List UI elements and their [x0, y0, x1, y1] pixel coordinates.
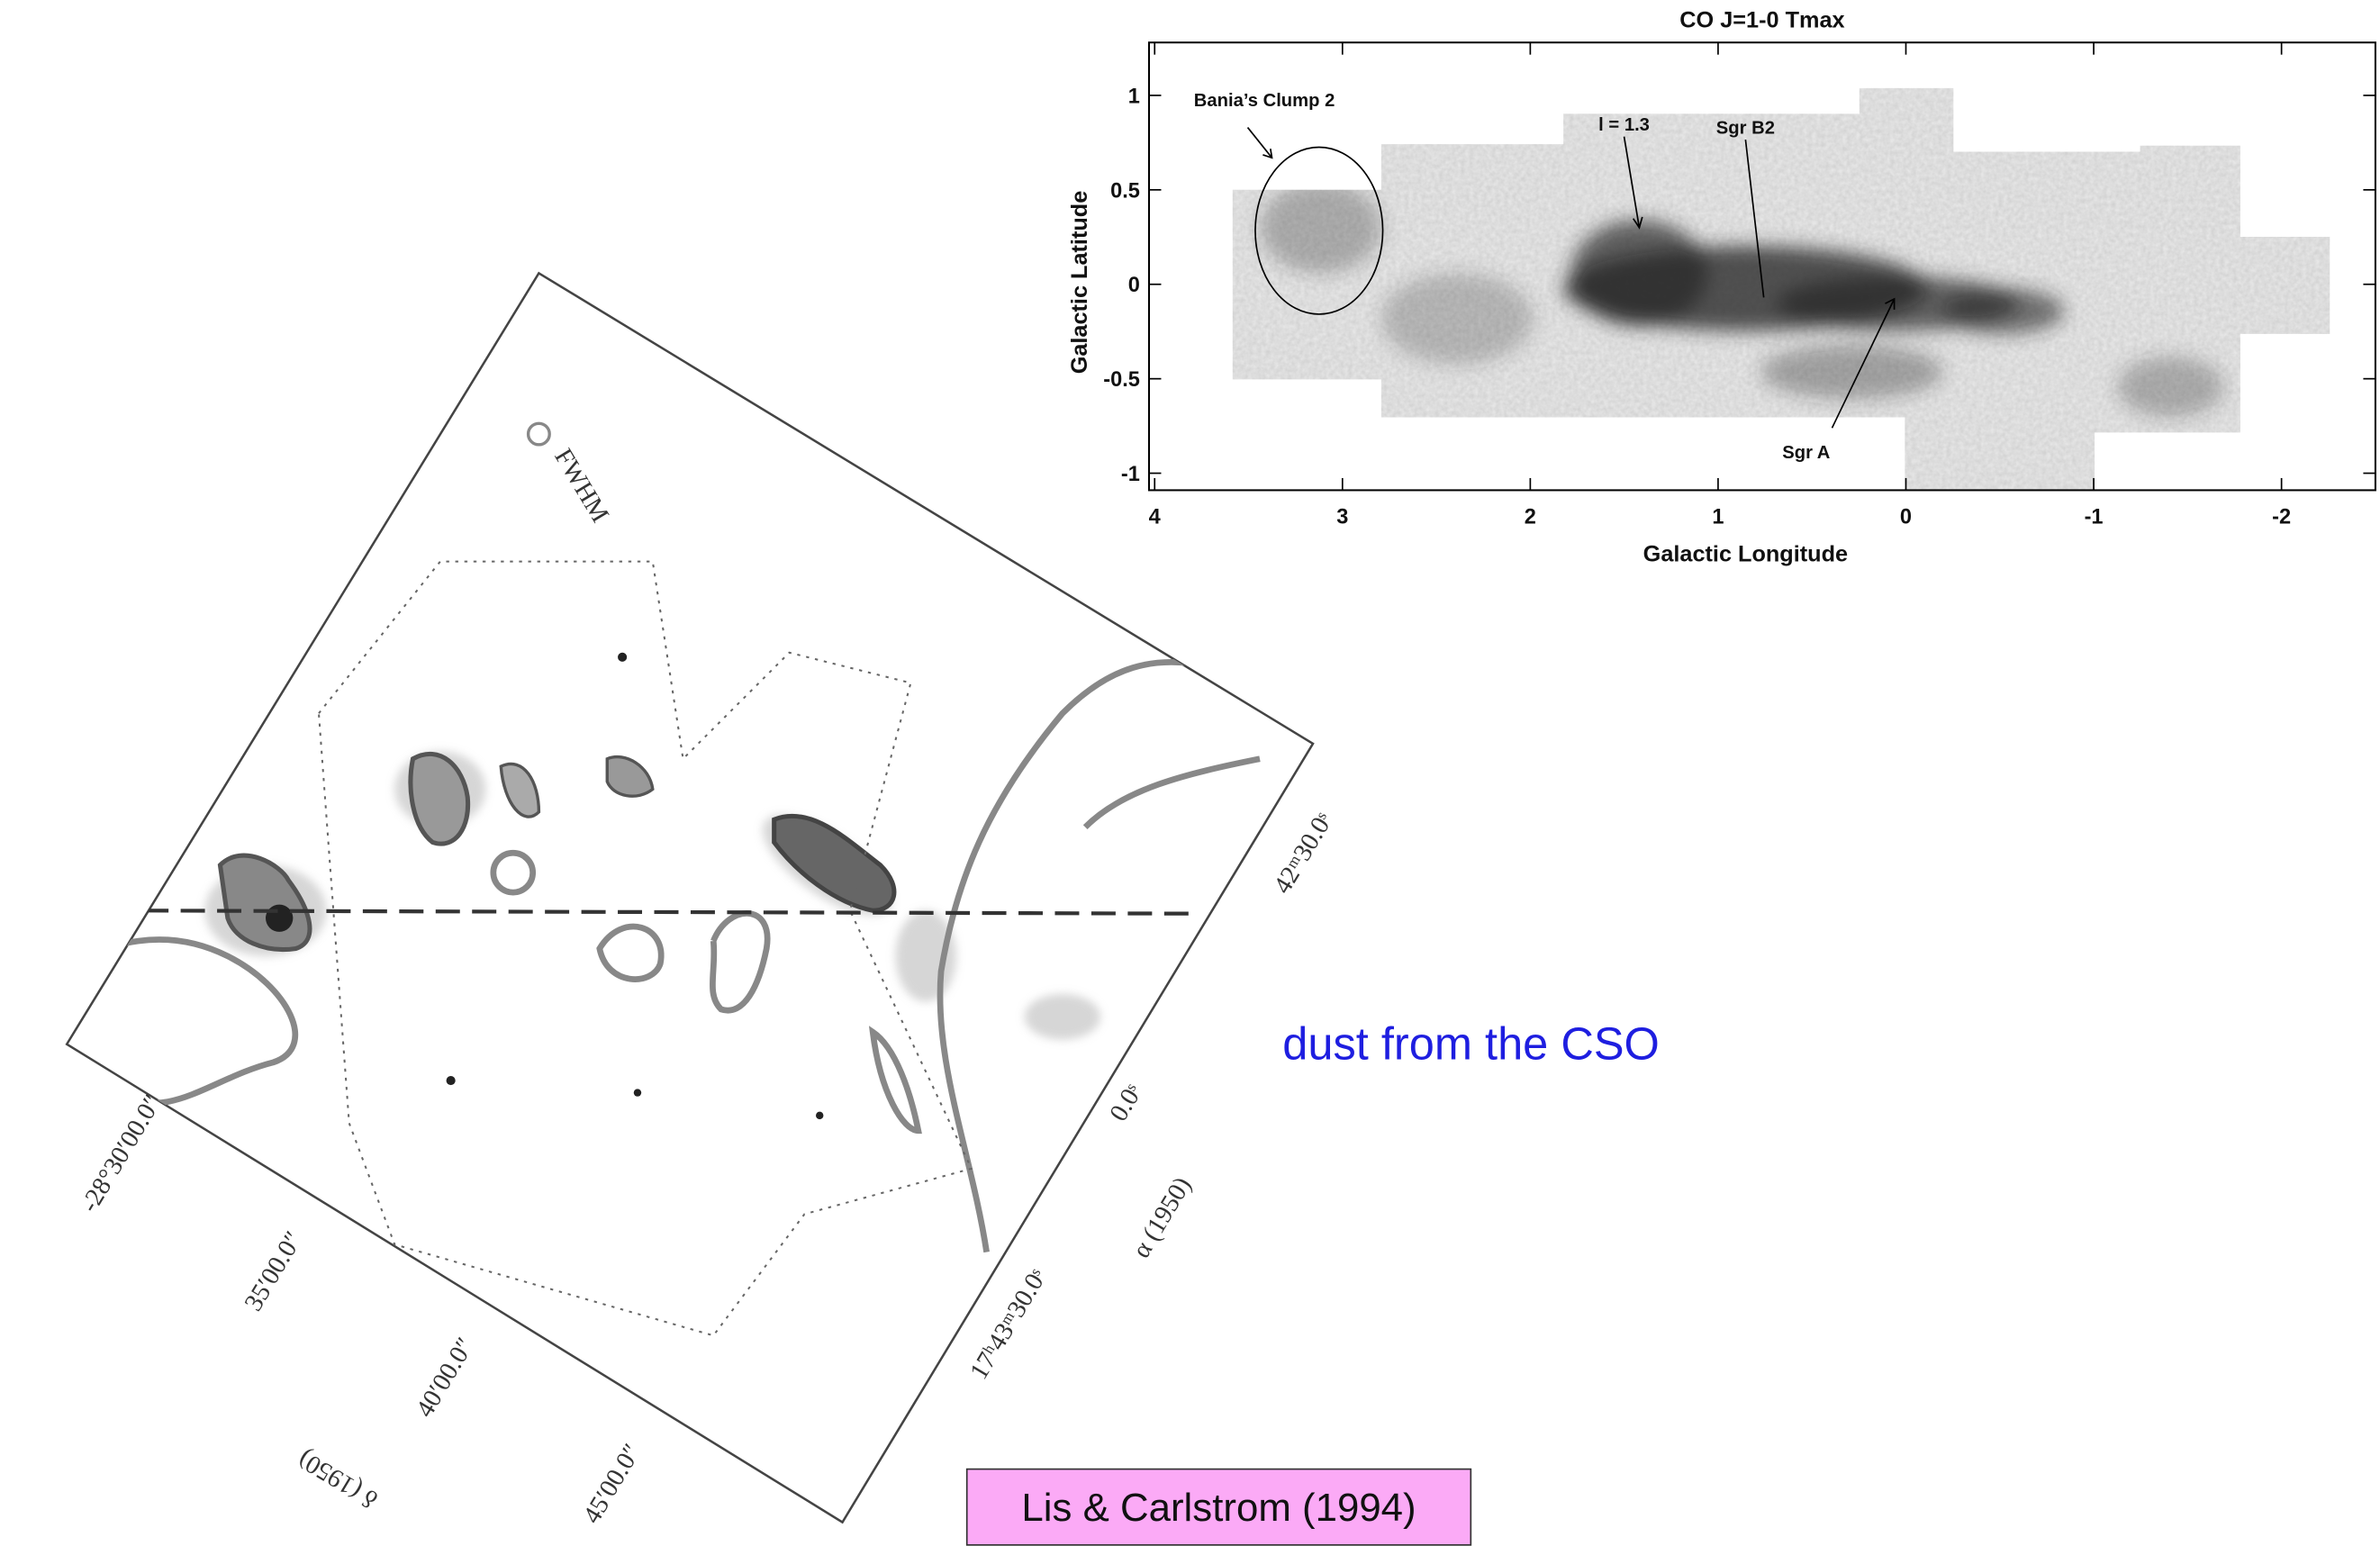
slide: CO J=1-0 Tmax Galactic Longitude Galacti…	[0, 0, 2380, 1555]
y-tick-label: 0	[1128, 273, 1140, 296]
ra-label: 0.0ˢ	[1104, 1080, 1148, 1126]
annotation: Sgr A	[1782, 443, 1831, 463]
y-tick-label: 0.5	[1110, 178, 1140, 202]
x-tick-label: 4	[1149, 505, 1161, 529]
annotation: Bania’s Clump 2	[1194, 91, 1335, 111]
y-tick-label: -1	[1121, 462, 1140, 485]
dust-map: FWHM -28°30′00.0″ 35′00.0″ 40′00.0″ 45′0…	[60, 273, 1338, 1528]
x-tick-label: 0	[1900, 505, 1912, 529]
x-tick-label: 2	[1525, 505, 1536, 529]
caption: dust from the CSO	[1282, 1018, 1660, 1070]
annotation: l = 1.3	[1598, 115, 1650, 135]
co-image	[1214, 76, 2337, 501]
x-axis-label: Galactic Longitude	[1643, 542, 1848, 567]
ra-label: 42ᵐ30.0ˢ	[1268, 808, 1338, 899]
x-tick-label: -1	[2085, 505, 2104, 529]
citation: Lis & Carlstrom (1994)	[1021, 1486, 1416, 1530]
dec-label: 40′00.0″	[411, 1333, 480, 1423]
ra-axis-label: α (1950)	[1127, 1172, 1197, 1263]
dec-label: -28°30′00.0″	[75, 1089, 167, 1217]
annotation: Sgr B2	[1716, 118, 1775, 138]
dec-axis-label: δ (1950)	[293, 1444, 383, 1514]
dec-label: 35′00.0″	[239, 1226, 308, 1316]
dec-label: 45′00.0″	[577, 1439, 647, 1529]
y-tick-label: 1	[1128, 84, 1140, 107]
x-tick-label: 3	[1336, 505, 1348, 529]
x-tick-label: -2	[2272, 505, 2291, 529]
plot-title: CO J=1-0 Tmax	[1679, 7, 1844, 32]
y-tick-label: -0.5	[1103, 367, 1140, 391]
y-axis-label: Galactic Latitude	[1067, 191, 1092, 375]
page: CO J=1-0 Tmax Galactic Longitude Galacti…	[0, 0, 2380, 1555]
x-tick-label: 1	[1712, 505, 1724, 529]
